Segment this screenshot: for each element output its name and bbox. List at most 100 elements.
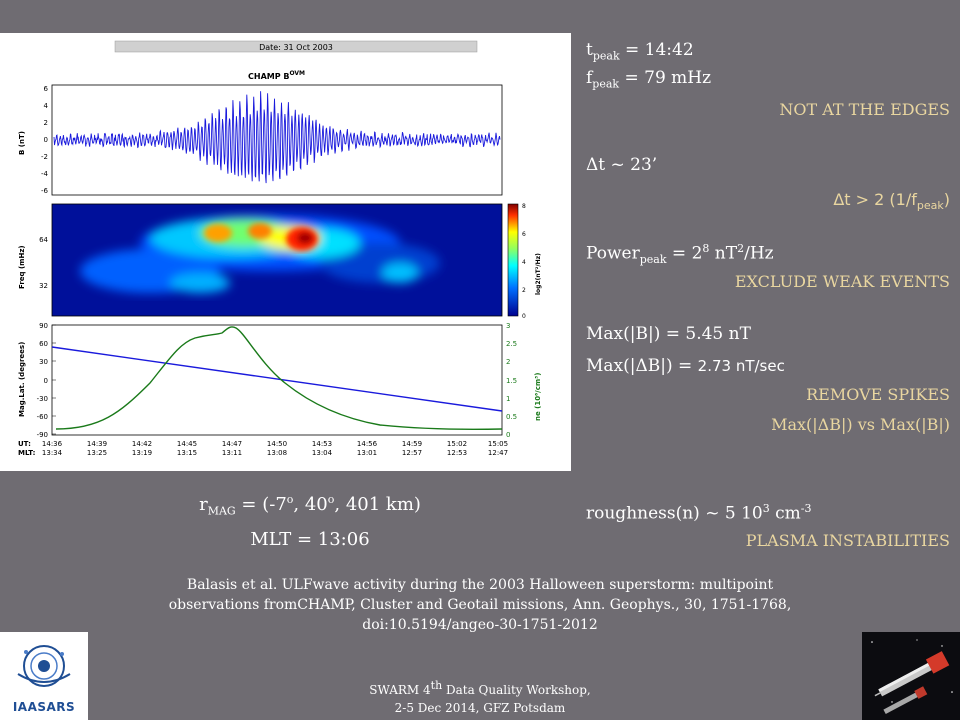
p3-ytick: -30 — [37, 395, 48, 403]
mag-lat-line — [51, 346, 503, 412]
reference-line: doi:10.5194/angeo-30-1751-2012 — [362, 617, 598, 633]
mlt-tick: 12:47 — [488, 449, 508, 457]
x-ticks: 14:36 14:39 14:42 14:45 14:47 14:50 14:5… — [42, 440, 508, 457]
plasma-note: PLASMA INSTABILITIES — [745, 531, 950, 550]
mlt-tick: 13:34 — [42, 449, 63, 457]
ut-tick: 14:53 — [312, 440, 332, 448]
footer-line: SWARM 4th Data Quality Workshop, — [369, 679, 591, 697]
maxdb-line: Max(|ΔB|) = 2.73 nT/sec — [586, 356, 785, 376]
cbar-tick: 2 — [522, 287, 526, 294]
logo-emblem-icon — [17, 645, 71, 687]
tpeak-line: tpeak = 14:42 — [586, 40, 694, 63]
waveform-line — [53, 91, 501, 184]
mlt-label: MLT: — [18, 449, 36, 457]
cbar-tick: 6 — [522, 231, 526, 238]
maxb-line: Max(|B|) = 5.45 nT — [586, 324, 751, 344]
mlt-tick: 13:15 — [177, 449, 197, 457]
fpeak-line: fpeak = 79 mHz — [586, 68, 712, 91]
ut-tick: 14:47 — [222, 440, 242, 448]
ut-tick: 14:59 — [402, 440, 422, 448]
p3-ylabel-left: Mag.Lat. (degrees) — [18, 342, 26, 417]
date-bar — [114, 40, 478, 53]
mlt-tick: 13:25 — [87, 449, 107, 457]
p2-ytick: 32 — [39, 282, 48, 290]
footer: SWARM 4th Data Quality Workshop, 2-5 Dec… — [300, 677, 660, 717]
power-line: Powerpeak = 28 nT2/Hz — [586, 242, 774, 267]
mlt-tick: 13:11 — [222, 449, 242, 457]
ut-tick: 14:42 — [132, 440, 152, 448]
p3-ytick: 0 — [44, 377, 48, 385]
p3-ytick-right: 1.5 — [506, 377, 517, 385]
p1-ytick: -4 — [41, 170, 49, 178]
cbar-tick: 4 — [522, 259, 526, 266]
mlt-tick: 12:57 — [402, 449, 422, 457]
mlt-tick: 13:01 — [357, 449, 377, 457]
ut-tick: 15:02 — [447, 440, 467, 448]
colorbar-ticks: 8 6 4 2 0 — [522, 203, 526, 320]
r-mag-line: rMAG = (-7o, 40o, 401 km) — [199, 493, 421, 518]
ut-tick: 14:50 — [267, 440, 287, 448]
x-axis: UT: MLT: — [18, 440, 36, 457]
ut-tick: 14:56 — [357, 440, 378, 448]
footer-line: 2-5 Dec 2014, GFZ Potsdam — [394, 701, 566, 715]
satellite-icon — [871, 639, 953, 715]
p3-yticks-left: 90 60 30 0 -30 -60 -90 — [37, 322, 48, 439]
figure-svg: Date: 31 Oct 2003 CHAMP BOVM 6 4 2 0 -2 … — [18, 40, 542, 457]
ut-label: UT: — [18, 440, 31, 448]
iaasars-logo: IAASARS — [0, 632, 88, 720]
p3-ylabel-right: ne (10⁶/cm³) — [534, 373, 542, 421]
p3-ytick: 30 — [39, 358, 48, 366]
p1-ytick: 4 — [44, 102, 49, 110]
p3-ytick: -60 — [37, 413, 48, 421]
p1-ytick: 6 — [44, 85, 49, 93]
p3-ytick-right: 0.5 — [506, 413, 517, 421]
mlt-line: MLT = 13:06 — [250, 528, 370, 550]
spectrogram-panel — [51, 203, 503, 317]
reference-line: Balasis et al. ULFwave activity during t… — [186, 577, 774, 593]
p1-ytick: -6 — [41, 187, 49, 195]
figure-title: CHAMP BOVM — [248, 70, 305, 81]
exclude-note: EXCLUDE WEAK EVENTS — [734, 272, 950, 291]
ut-tick: 15:05 — [488, 440, 508, 448]
dt-condition: Δt > 2 (1/fpeak) — [833, 190, 950, 213]
dt-line: Δt ~ 23’ — [586, 155, 658, 175]
roughness-line: roughness(n) ~ 5 103 cm-3 — [586, 502, 812, 524]
colorbar — [507, 203, 519, 317]
latitude-panel — [51, 324, 503, 436]
mlt-tick: 12:53 — [447, 449, 467, 457]
colorbar-label: log2(nT²/Hz) — [535, 253, 542, 295]
ut-tick: 14:45 — [177, 440, 197, 448]
not-edges-note: NOT AT THE EDGES — [779, 100, 950, 119]
p3-ytick-right: 3 — [506, 322, 510, 330]
p1-ytick: 0 — [44, 136, 48, 144]
ut-tick: 14:36 — [42, 440, 63, 448]
mlt-tick: 13:19 — [132, 449, 152, 457]
p3-ytick-right: 1 — [506, 395, 510, 403]
position-info: rMAG = (-7o, 40o, 401 km) MLT = 13:06 — [150, 486, 470, 554]
mlt-tick: 13:08 — [267, 449, 287, 457]
p1-ytick: 2 — [44, 119, 48, 127]
waveform-yticks: 6 4 2 0 -2 -4 -6 — [41, 85, 49, 195]
p3-ytick-right: 2 — [506, 358, 510, 366]
cbar-tick: 8 — [522, 203, 526, 210]
satellite-image — [862, 632, 960, 720]
reference: Balasis et al. ULFwave activity during t… — [90, 575, 870, 635]
cbar-tick: 0 — [522, 313, 526, 320]
vs-note: Max(|ΔB|) vs Max(|B|) — [771, 415, 950, 434]
remove-spikes-note: REMOVE SPIKES — [806, 385, 950, 404]
p2-ylabel: Freq (mHz) — [18, 245, 26, 289]
p3-ytick: -90 — [37, 431, 48, 439]
champ-figure: Date: 31 Oct 2003 CHAMP BOVM 6 4 2 0 -2 … — [0, 33, 571, 471]
mlt-tick: 13:04 — [312, 449, 333, 457]
p3-ytick-right: 0 — [506, 431, 510, 439]
p3-ticklines — [52, 324, 56, 435]
p1-ylabel: B (nT) — [18, 131, 26, 155]
p3-ytick: 90 — [39, 322, 48, 330]
p3-yticks-right: 3 2.5 2 1.5 1 0.5 0 — [506, 322, 517, 439]
p2-ytick: 64 — [39, 236, 48, 244]
date-label: Date: 31 Oct 2003 — [259, 43, 333, 52]
p1-ytick: -2 — [41, 153, 48, 161]
density-line — [55, 326, 503, 431]
logo-text: IAASARS — [12, 700, 76, 714]
ut-tick: 14:39 — [87, 440, 107, 448]
